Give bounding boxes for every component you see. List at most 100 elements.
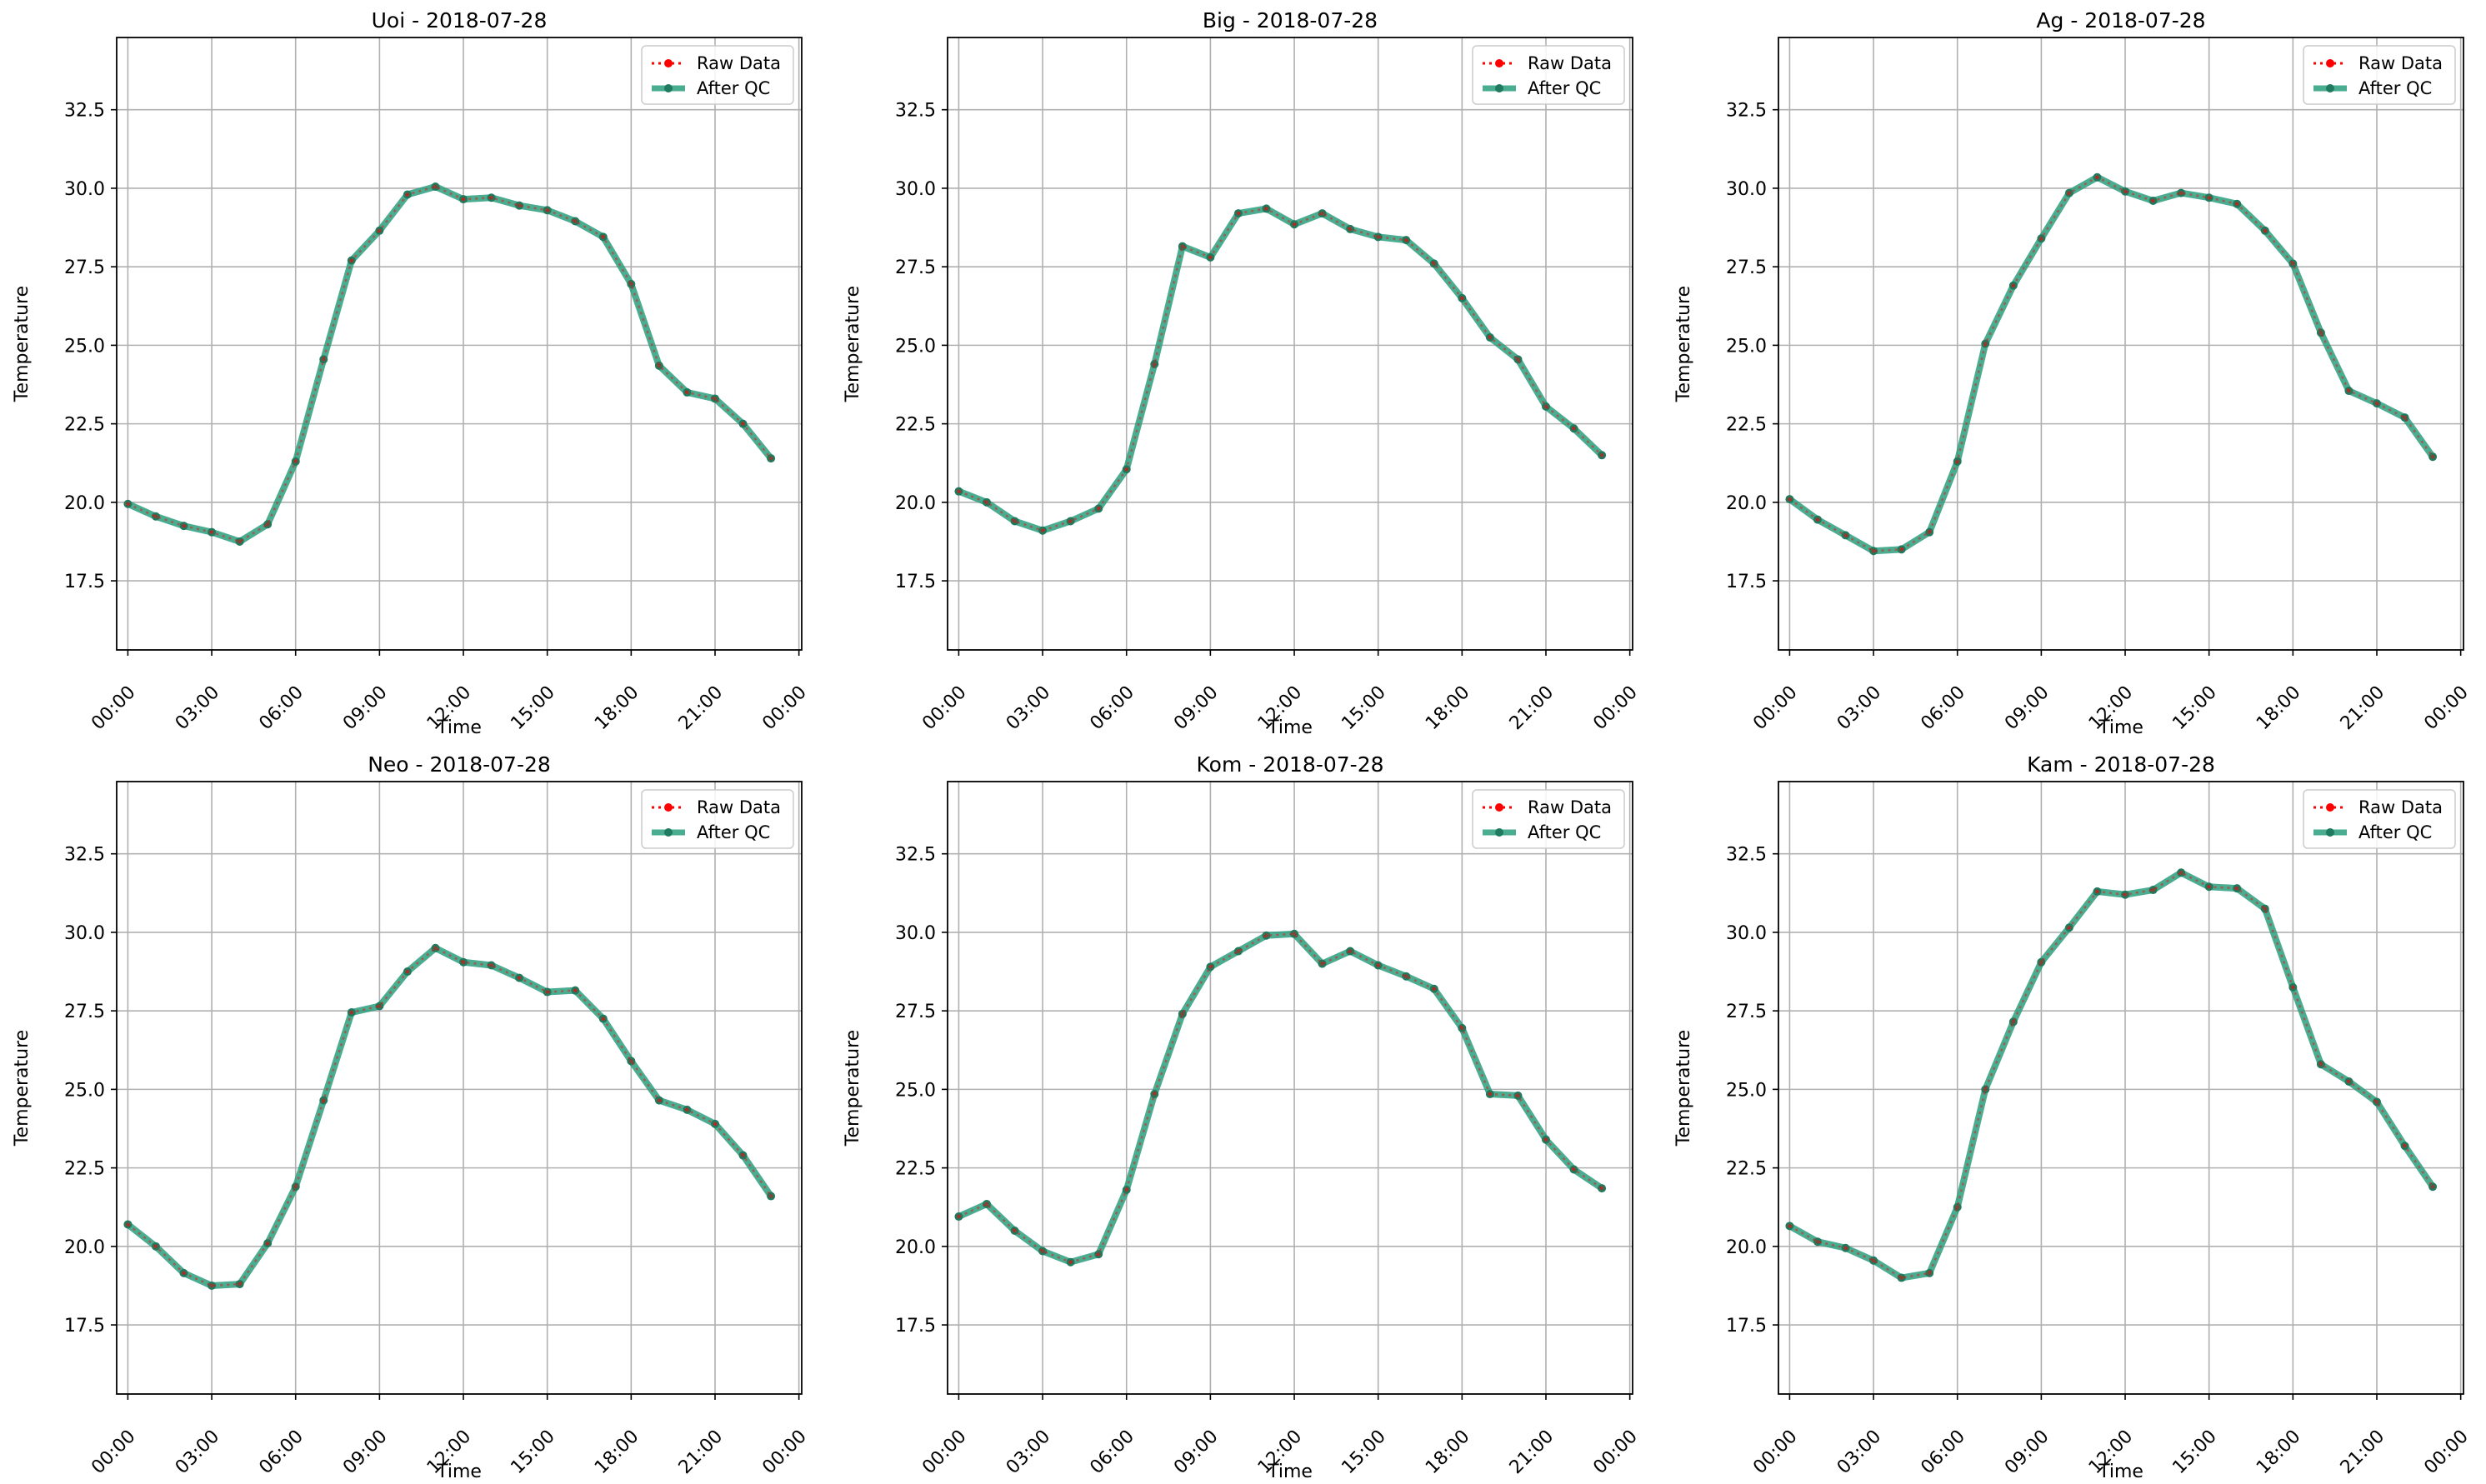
after-qc-point xyxy=(1785,1222,1794,1231)
x-tick-label: 06:00 xyxy=(1086,1427,1138,1479)
after-qc-point xyxy=(1485,1090,1494,1099)
raw-data-point xyxy=(628,1058,633,1063)
after-qc-point xyxy=(1346,224,1355,233)
after-qc-point xyxy=(208,527,217,537)
y-tick-label: 17.5 xyxy=(895,572,936,592)
after-qc-point xyxy=(2400,1142,2409,1151)
raw-data-point xyxy=(377,1004,382,1008)
after-qc-point xyxy=(2233,199,2242,208)
x-axis-label: Time xyxy=(1267,1462,1313,1482)
x-tick-label: 15:00 xyxy=(507,1427,559,1479)
chart-title: Ag - 2018-07-28 xyxy=(2036,8,2205,32)
legend-qc-marker xyxy=(2326,84,2334,92)
x-tick-label: 06:00 xyxy=(255,682,308,735)
raw-data-point xyxy=(433,184,438,189)
y-tick-label: 32.5 xyxy=(64,845,105,866)
after-qc-point xyxy=(123,499,133,508)
after-qc-point xyxy=(235,537,244,546)
y-tick-label: 32.5 xyxy=(1726,845,1767,866)
raw-data-point xyxy=(684,390,689,395)
raw-data-point xyxy=(1236,211,1241,216)
after-qc-point xyxy=(403,190,412,199)
y-tick-label: 25.0 xyxy=(1726,336,1767,357)
raw-data-point xyxy=(657,1098,662,1103)
raw-data-point xyxy=(2318,330,2323,335)
x-tick-label: 00:00 xyxy=(88,1427,140,1479)
x-tick-label: 09:00 xyxy=(1170,1427,1223,1479)
y-tick-label: 32.5 xyxy=(64,101,105,122)
y-tick-label: 20.0 xyxy=(64,493,105,514)
x-tick-label: 18:00 xyxy=(591,1427,643,1479)
after-qc-point xyxy=(2148,197,2158,205)
x-tick-label: 03:00 xyxy=(172,1427,224,1479)
raw-data-point xyxy=(1292,932,1297,937)
y-tick-label: 22.5 xyxy=(895,1159,936,1180)
legend-raw-marker xyxy=(2326,803,2334,812)
raw-data-point xyxy=(405,192,410,197)
raw-data-point xyxy=(1320,211,1325,216)
after-qc-point xyxy=(263,1239,273,1248)
y-tick-label: 27.5 xyxy=(64,1002,105,1022)
after-qc-point xyxy=(767,1192,776,1201)
after-qc-point xyxy=(2037,957,2046,967)
raw-data-point xyxy=(1040,528,1045,533)
after-qc-point xyxy=(235,1280,244,1289)
raw-data-point xyxy=(713,1122,718,1127)
after-qc-point xyxy=(543,206,552,215)
after-qc-point xyxy=(208,1281,217,1290)
after-qc-point xyxy=(1402,972,1411,981)
legend-qc-label: After QC xyxy=(697,78,770,98)
axes-frame xyxy=(1778,781,2464,1395)
after-qc-point xyxy=(375,1002,384,1011)
raw-data-point xyxy=(2151,887,2156,892)
after-qc-point xyxy=(2288,982,2298,992)
after-qc-point xyxy=(1813,515,1822,524)
raw-data-point xyxy=(125,1222,130,1227)
y-tick-label: 30.0 xyxy=(64,923,105,944)
chart-panel-4: 17.5 20.0 22.5 25.0 27.5 30.0 32.5 00:00 03:00 06… xyxy=(12,752,811,1482)
raw-data-point xyxy=(984,500,989,505)
after-qc-point xyxy=(767,454,776,463)
y-tick-label: 17.5 xyxy=(64,572,105,592)
y-tick-label: 25.0 xyxy=(1726,1080,1767,1101)
after-qc-point xyxy=(1598,1184,1607,1193)
raw-data-point xyxy=(2318,1062,2323,1067)
raw-data-point xyxy=(2011,1019,2016,1024)
x-tick-label: 00:00 xyxy=(2420,682,2473,735)
x-tick-label: 03:00 xyxy=(172,682,224,735)
raw-data-point xyxy=(1983,1087,1988,1092)
after-qc-point xyxy=(1262,204,1271,213)
raw-data-point xyxy=(1376,963,1381,967)
raw-data-point xyxy=(956,1214,961,1219)
after-qc-point xyxy=(431,182,440,192)
after-qc-point xyxy=(2344,387,2353,396)
x-tick-label: 18:00 xyxy=(2253,1427,2305,1479)
after-qc-point xyxy=(1458,1023,1467,1032)
raw-data-point xyxy=(1348,227,1353,232)
after-qc-point xyxy=(1318,209,1327,218)
raw-data-point xyxy=(2178,191,2183,196)
after-qc-point xyxy=(2121,187,2130,196)
raw-data-point xyxy=(293,1184,298,1189)
y-axis-label: Temperature xyxy=(843,286,863,402)
axes-frame xyxy=(1778,37,2464,651)
raw-data-point xyxy=(2094,175,2099,180)
raw-data-point xyxy=(573,988,578,993)
after-qc-line xyxy=(1788,173,2436,555)
after-qc-point xyxy=(2344,1077,2353,1086)
after-qc-point xyxy=(2177,188,2186,197)
raw-data-point xyxy=(2123,189,2128,194)
x-tick-label: 21:00 xyxy=(675,682,728,735)
after-qc-point xyxy=(487,193,496,202)
after-qc-point xyxy=(1010,1227,1019,1235)
after-qc-point xyxy=(2428,1182,2438,1192)
after-qc-line xyxy=(957,205,1604,534)
raw-data-point xyxy=(1348,949,1353,954)
after-qc-point xyxy=(2372,399,2381,408)
after-qc-point xyxy=(2316,1060,2325,1069)
y-tick-label: 30.0 xyxy=(64,179,105,200)
raw-data-point xyxy=(182,523,187,528)
y-tick-label: 30.0 xyxy=(895,179,936,200)
raw-data-point xyxy=(2094,889,2099,894)
after-qc-point xyxy=(319,355,328,364)
